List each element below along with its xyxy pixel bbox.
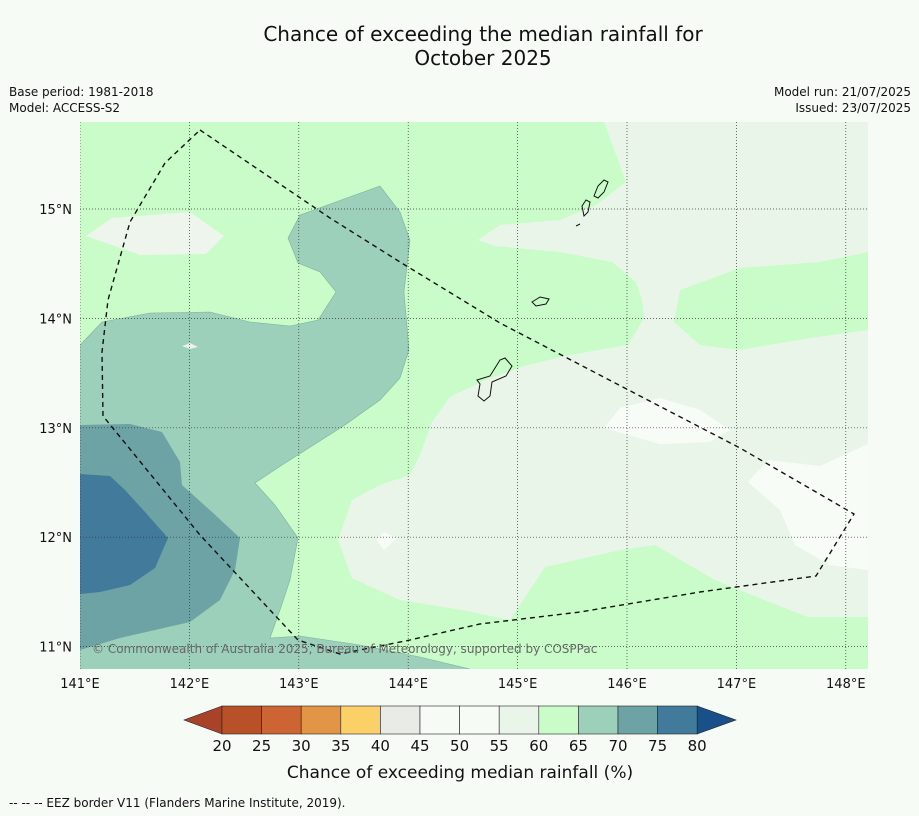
- lat-tick-label: 12°N: [39, 531, 72, 546]
- lat-tick-label: 15°N: [39, 203, 72, 218]
- lon-tick-label: 144°E: [388, 677, 428, 692]
- lat-tick-label: 11°N: [39, 641, 72, 656]
- island-rota: [531, 296, 550, 307]
- colorbar-arrow-high: [696, 705, 737, 735]
- colorbar-segment: [221, 705, 262, 735]
- colorbar: 20 25 30 35 40 45 50 55 60 65 70 75 80: [183, 705, 737, 755]
- colorbar-segment: [380, 705, 421, 735]
- colorbar-tick-label: 65: [569, 737, 588, 755]
- colorbar-segment: [617, 705, 658, 735]
- gridlines: [80, 122, 868, 669]
- colorbar-segment: [419, 705, 460, 735]
- colorbar-segment: [261, 705, 302, 735]
- zone-50-55-c: [376, 532, 397, 550]
- zone-50-55-b: [748, 444, 868, 570]
- colorbar-tick-label: 55: [490, 737, 509, 755]
- meta-right: Model run: 21/07/2025 Issued: 23/07/2025: [774, 84, 911, 116]
- meta-left: Base period: 1981-2018 Model: ACCESS-S2: [9, 84, 154, 116]
- colorbar-label: Chance of exceeding median rainfall (%): [287, 763, 633, 783]
- lat-tick-label: 14°N: [39, 312, 72, 327]
- colorbar-tick-label: 80: [688, 737, 707, 755]
- colorbar-tick-label: 20: [212, 737, 231, 755]
- lon-tick-label: 143°E: [279, 677, 319, 692]
- eez-border: [101, 129, 855, 655]
- lon-tick-label: 141°E: [60, 677, 100, 692]
- colorbar-arrow-low: [183, 705, 223, 735]
- colorbar-segment: [459, 705, 500, 735]
- longitude-axis: 141°E 142°E 143°E 144°E 145°E 146°E 147°E 148°E: [60, 677, 865, 692]
- colorbar-tick-label: 50: [450, 737, 469, 755]
- model-name: Model: ACCESS-S2: [9, 101, 121, 115]
- zone-60-65-east: [674, 252, 868, 350]
- colorbar-tick-label: 35: [331, 737, 350, 755]
- lon-tick-label: 147°E: [717, 677, 757, 692]
- latitude-axis: 15°N 14°N 13°N 12°N 11°N: [39, 203, 72, 656]
- zone-pocket: [182, 343, 198, 349]
- base-period: Base period: 1981-2018: [9, 85, 154, 99]
- rainfall-probability-map: [80, 122, 868, 669]
- island-aguijan: [575, 223, 581, 227]
- map-title: Chance of exceeding the median rainfall …: [0, 22, 919, 70]
- colorbar-segment: [538, 705, 579, 735]
- colorbar-tick-label: 70: [608, 737, 627, 755]
- lon-tick-label: 142°E: [170, 677, 210, 692]
- island-tinian: [581, 199, 591, 218]
- islands: [476, 179, 609, 402]
- lon-tick-label: 146°E: [607, 677, 647, 692]
- colorbar-tick-label: 45: [410, 737, 429, 755]
- lat-tick-label: 13°N: [39, 422, 72, 437]
- title-line-1: Chance of exceeding the median rainfall …: [263, 22, 703, 46]
- model-run: Model run: 21/07/2025: [773, 85, 911, 99]
- colorbar-tick-label: 60: [529, 737, 548, 755]
- lon-tick-label: 145°E: [498, 677, 538, 692]
- title-line-2: October 2025: [414, 46, 552, 70]
- colorbar-segment: [498, 705, 540, 735]
- zone-50-55-a: [604, 398, 730, 444]
- copyright-text: © Commonwealth of Australia 2025, Bureau…: [92, 642, 597, 656]
- zone-55-60-nw: [86, 212, 224, 255]
- zone-75-80: [80, 474, 168, 594]
- colorbar-tick-label: 40: [371, 737, 390, 755]
- colorbar-segment: [300, 705, 342, 735]
- island-saipan: [593, 179, 609, 199]
- colorbar-tick-label: 30: [292, 737, 311, 755]
- colorbar-tick-label: 25: [252, 737, 271, 755]
- eez-legend-note: -- -- -- EEZ border V11 (Flanders Marine…: [9, 796, 346, 810]
- colorbar-segment: [340, 705, 381, 735]
- zone-55-60-central: [338, 318, 808, 620]
- colorbar-tick-label: 75: [648, 737, 667, 755]
- colorbar-segment: [578, 705, 619, 735]
- zone-60-65-south: [500, 545, 836, 669]
- lon-tick-label: 148°E: [826, 677, 866, 692]
- island-guam: [476, 357, 513, 402]
- colorbar-segment: [657, 705, 698, 735]
- issued-date: Issued: 23/07/2025: [795, 101, 911, 115]
